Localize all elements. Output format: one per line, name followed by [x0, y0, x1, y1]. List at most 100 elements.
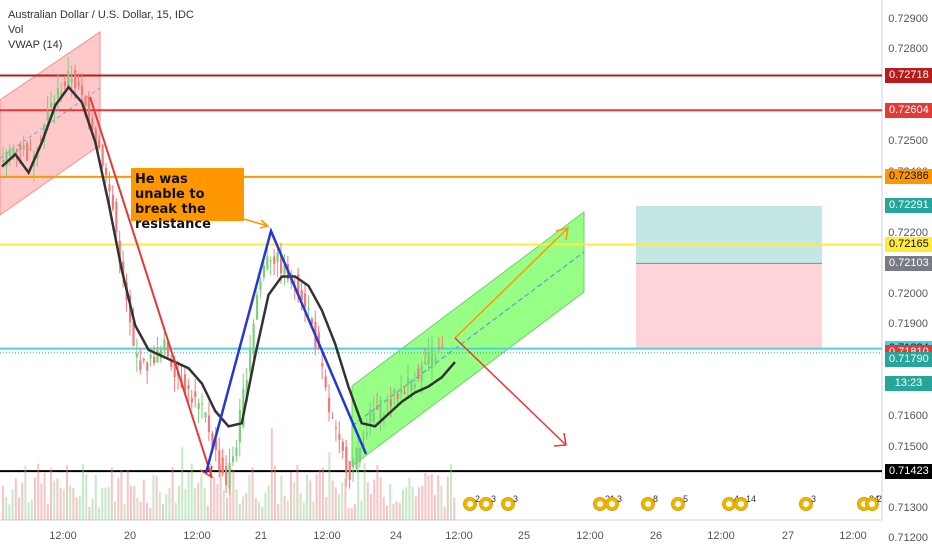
volume-bar	[312, 501, 315, 520]
price-label-0: 0.72718	[885, 67, 932, 83]
volume-bar	[440, 485, 443, 520]
economic-event-flag-icon[interactable]	[479, 497, 493, 511]
candle-body	[365, 432, 368, 435]
candle-body	[84, 95, 87, 106]
candle-body	[211, 433, 214, 448]
economic-event-flag-icon[interactable]	[641, 497, 655, 511]
candle-body	[135, 353, 139, 358]
candle-body	[132, 322, 135, 347]
candle-body	[334, 427, 338, 429]
candle-body	[341, 442, 344, 451]
volume-bar	[341, 482, 344, 520]
economic-event-count: 5	[683, 494, 689, 504]
volume-bar	[232, 470, 235, 520]
economic-event-flag-icon[interactable]	[501, 497, 515, 511]
candle-body	[396, 393, 399, 399]
candle-body	[420, 364, 423, 382]
volume-bar	[165, 494, 168, 520]
volume-bar	[414, 496, 417, 520]
economic-event-count: 8	[653, 494, 659, 504]
candle-body	[166, 341, 169, 357]
red-trend-arrowhead	[199, 465, 213, 478]
volume-bar	[302, 502, 305, 520]
candle-body	[122, 261, 125, 275]
candle-body	[197, 402, 200, 410]
volume-bar	[242, 496, 244, 520]
volume-bar	[123, 504, 126, 520]
price-label-1: 0.72604	[885, 102, 932, 118]
candle-body	[310, 318, 314, 324]
economic-event-flag-icon[interactable]	[734, 497, 748, 511]
volume-bar	[357, 437, 360, 520]
candle-body	[111, 194, 115, 210]
volume-bar	[72, 487, 75, 520]
economic-event-count: 3	[811, 494, 817, 504]
candle-body	[430, 349, 434, 369]
economic-event-flag-icon[interactable]	[463, 497, 477, 511]
candle-body	[424, 362, 427, 364]
volume-bar	[152, 474, 155, 520]
candle-body	[173, 359, 176, 378]
volume-bar	[261, 506, 264, 520]
price-tick-4: 0.72200	[888, 226, 928, 239]
price-tick-2: 0.72500	[888, 135, 928, 148]
volume-bar	[50, 468, 52, 520]
volume-bar	[69, 485, 72, 520]
economic-event-flag-icon[interactable]	[671, 497, 685, 511]
time-tick-4: 12:00	[313, 530, 341, 542]
price-tick-10: 0.71200	[888, 532, 928, 545]
volume-bar	[360, 500, 363, 520]
candle-body	[80, 85, 84, 95]
volume-bar	[213, 477, 216, 520]
time-tick-7: 25	[517, 530, 531, 542]
volume-bar	[194, 488, 196, 520]
red-channel-median	[0, 87, 101, 159]
candle-body	[228, 462, 231, 489]
volume-bar	[11, 489, 14, 520]
volume-bar	[293, 481, 296, 520]
volume-bar	[98, 507, 100, 520]
volume-bar	[190, 463, 193, 520]
candle-body	[297, 274, 300, 295]
volume-bar	[104, 487, 107, 520]
candle-body	[369, 409, 372, 424]
volume-bar	[158, 491, 161, 520]
volume-bar	[283, 495, 286, 520]
volume-bar	[376, 465, 379, 520]
economic-event-flag-icon[interactable]	[605, 497, 619, 511]
economic-event-count: 3	[491, 494, 497, 504]
resistance-annotation[interactable]: He was unable to break the resistance	[131, 168, 244, 232]
volume-bar	[171, 467, 174, 520]
candle-body	[338, 434, 341, 440]
volume-bar	[370, 494, 372, 520]
volume-bar	[226, 497, 228, 520]
volume-bar	[363, 463, 366, 520]
candle-body	[413, 384, 417, 388]
volume-bar	[402, 489, 404, 520]
volume-bar	[443, 507, 446, 520]
price-label-5: 0.71423	[885, 463, 932, 479]
economic-event-count: 14	[746, 494, 757, 504]
economic-event-flag-icon[interactable]	[799, 497, 813, 511]
time-tick-0: 12:00	[49, 530, 77, 542]
candle-body	[245, 380, 248, 402]
volume-bar	[91, 498, 94, 520]
candle-body	[153, 356, 156, 364]
volume-bar	[373, 479, 376, 520]
volume-bar	[101, 488, 104, 520]
volume-bar	[126, 470, 129, 520]
candle-body	[170, 360, 173, 367]
economic-event-flag-icon[interactable]	[865, 497, 879, 511]
time-tick-5: 24	[389, 530, 403, 542]
price-tick-0: 0.72900	[888, 12, 928, 25]
vwap-line	[1, 85, 456, 428]
candle-body	[307, 307, 310, 310]
volume-bar	[354, 504, 356, 520]
candle-body	[139, 360, 142, 371]
candle-body	[252, 323, 255, 354]
volume-bar	[296, 464, 299, 520]
volume-bar	[229, 467, 232, 520]
candle-body	[74, 70, 77, 89]
candle-body	[39, 139, 42, 141]
